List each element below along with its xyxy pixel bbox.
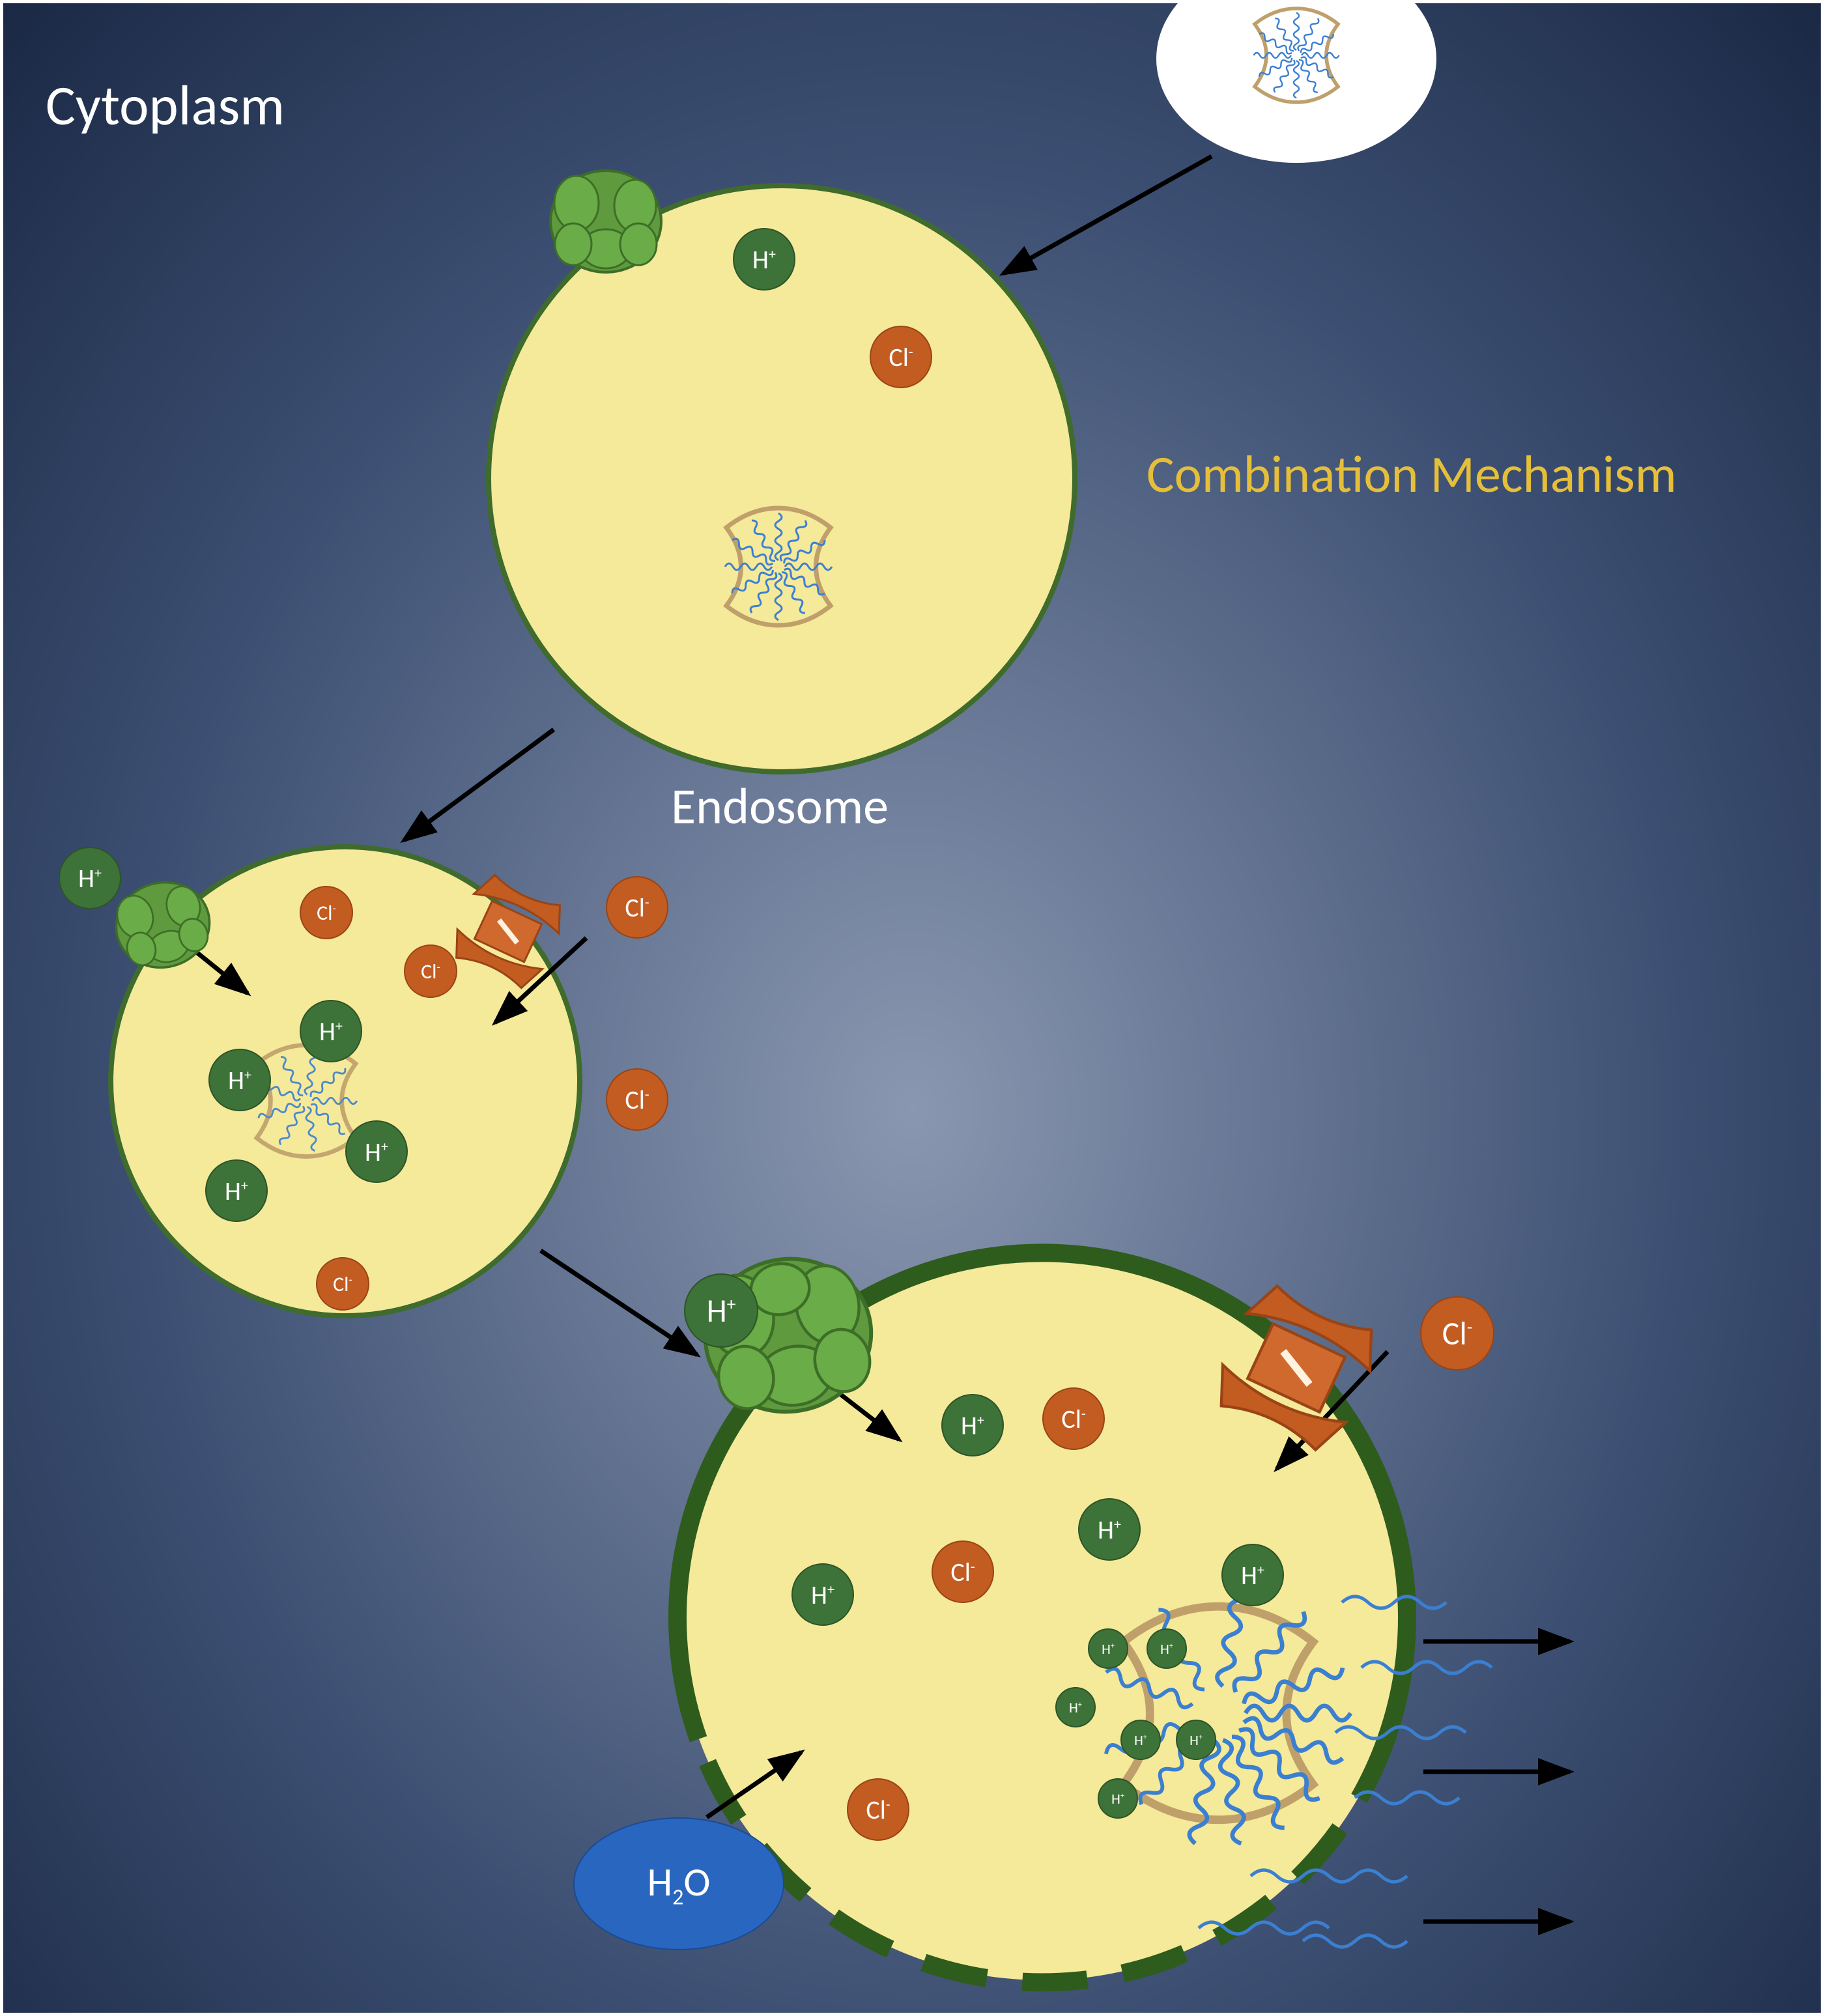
h-plus-label: H+ xyxy=(1102,1640,1115,1658)
cl-minus-label: Cl- xyxy=(625,892,649,924)
h-plus-ion-e2-in-2: H+ xyxy=(205,1159,268,1222)
h-plus-label: H+ xyxy=(1190,1731,1203,1749)
h-plus-ion-e1-0: H+ xyxy=(733,228,795,291)
cl-minus-ion-e3-in-2: Cl- xyxy=(847,1778,909,1841)
h-plus-ion-e3-sm-2: H+ xyxy=(1055,1687,1096,1727)
water-label: H2O xyxy=(648,1857,711,1910)
cl-minus-ion-e2-in-0: Cl- xyxy=(300,886,353,939)
water-molecule: H2O xyxy=(573,1817,784,1950)
h-plus-label: H+ xyxy=(811,1579,834,1611)
cl-minus-label: Cl- xyxy=(317,900,336,926)
h-plus-ion-e2-ext-0: H+ xyxy=(59,847,121,909)
cl-minus-label: Cl- xyxy=(1442,1314,1473,1354)
h-plus-ion-e3-in-1: H+ xyxy=(1078,1498,1141,1561)
h-plus-ion-e3-sm-3: H+ xyxy=(1120,1720,1161,1760)
cl-minus-ion-e3-in-0: Cl- xyxy=(1042,1387,1105,1450)
h-plus-label: H+ xyxy=(1069,1699,1082,1716)
cl-minus-label: Cl- xyxy=(950,1556,975,1588)
cl-minus-ion-e3-ext-0: Cl- xyxy=(1420,1296,1494,1370)
cl-minus-label: Cl- xyxy=(889,341,913,373)
h-plus-label: H+ xyxy=(1098,1514,1121,1546)
cl-minus-ion-e1-0: Cl- xyxy=(870,326,932,388)
h-plus-label: H+ xyxy=(319,1015,343,1047)
h-plus-ion-e3-sm-0: H+ xyxy=(1088,1628,1128,1669)
h-plus-ion-e2-in-1: H+ xyxy=(300,1000,362,1062)
cl-minus-ion-e2-in-2: Cl- xyxy=(316,1257,369,1311)
h-plus-label: H+ xyxy=(961,1410,984,1441)
h-plus-ion-e3-in-3: H+ xyxy=(1221,1544,1284,1606)
h-plus-label: H+ xyxy=(365,1136,388,1168)
h-plus-label: H+ xyxy=(1241,1559,1264,1591)
h-plus-ion-e3-sm-1: H+ xyxy=(1147,1628,1187,1669)
h-plus-label: H+ xyxy=(1134,1731,1147,1749)
h-plus-ion-e3-in-0: H+ xyxy=(941,1394,1004,1456)
cl-minus-ion-e2-in-1: Cl- xyxy=(404,944,457,998)
diagram-svg xyxy=(0,0,1824,2016)
diagram-stage: Cytoplasm Combination Mechanism Endosome xyxy=(0,0,1824,2016)
h-plus-label: H+ xyxy=(752,244,776,276)
h-plus-label: H+ xyxy=(707,1291,736,1331)
h-plus-ion-e3-in-2: H+ xyxy=(791,1563,854,1626)
h-plus-label: H+ xyxy=(228,1064,251,1096)
cl-minus-label: Cl- xyxy=(625,1084,649,1116)
h-plus-ion-e2-in-3: H+ xyxy=(345,1120,408,1183)
h-plus-ion-e3-sm-4: H+ xyxy=(1176,1720,1216,1760)
cl-minus-label: Cl- xyxy=(866,1794,890,1826)
cl-minus-ion-e3-in-1: Cl- xyxy=(932,1540,994,1603)
h-plus-label: H+ xyxy=(1111,1790,1124,1808)
h-plus-label: H+ xyxy=(1160,1640,1173,1658)
h-plus-ion-e2-in-0: H+ xyxy=(208,1049,271,1111)
cl-minus-label: Cl- xyxy=(421,959,440,984)
cl-minus-ion-e2-ext-0: Cl- xyxy=(606,876,668,939)
h-plus-ion-e3-sm-5: H+ xyxy=(1098,1778,1138,1819)
h-plus-label: H+ xyxy=(225,1175,248,1207)
h-plus-label: H+ xyxy=(78,862,102,894)
cl-minus-label: Cl- xyxy=(1061,1403,1085,1435)
cl-minus-label: Cl- xyxy=(333,1271,352,1297)
h-plus-ion-e3-ext-0: H+ xyxy=(684,1273,758,1348)
proton-pump-e1 xyxy=(550,171,661,272)
cl-minus-ion-e2-ext-1: Cl- xyxy=(606,1068,668,1131)
